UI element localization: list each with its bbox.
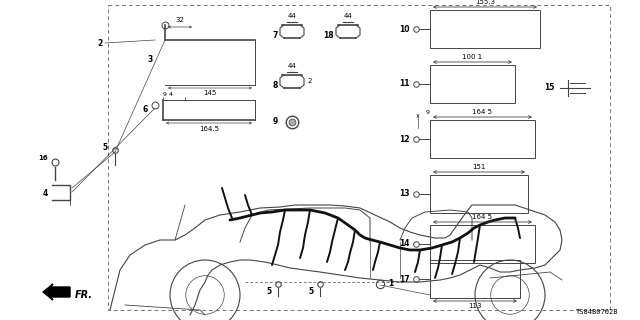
- Text: 1: 1: [388, 279, 393, 289]
- Bar: [430, 260, 520, 298]
- Text: 151: 151: [472, 164, 486, 170]
- Text: 164.5: 164.5: [199, 126, 219, 132]
- Text: 113: 113: [468, 303, 482, 309]
- Text: 44: 44: [287, 13, 296, 19]
- Text: 44: 44: [287, 63, 296, 69]
- Text: 9: 9: [273, 117, 278, 126]
- Text: 8: 8: [273, 81, 278, 90]
- Text: 5: 5: [103, 143, 108, 153]
- Bar: [430, 65, 515, 103]
- Text: 13: 13: [399, 189, 410, 198]
- Text: 11: 11: [399, 79, 410, 89]
- Text: 5: 5: [309, 287, 314, 297]
- Text: 32: 32: [175, 17, 184, 23]
- Bar: [430, 120, 535, 158]
- Text: 4: 4: [43, 188, 48, 197]
- Text: 17: 17: [399, 275, 410, 284]
- Text: 164 5: 164 5: [472, 109, 493, 115]
- Text: 2: 2: [308, 78, 312, 84]
- Bar: [430, 10, 540, 48]
- Text: 18: 18: [323, 30, 334, 39]
- Text: 145: 145: [204, 90, 216, 96]
- Text: 2: 2: [98, 38, 103, 47]
- Bar: [430, 175, 528, 213]
- Text: 12: 12: [399, 134, 410, 143]
- Text: 15: 15: [545, 84, 555, 92]
- Text: 9 4: 9 4: [163, 92, 173, 97]
- Text: 9: 9: [426, 110, 430, 115]
- Text: FR.: FR.: [75, 290, 93, 300]
- Text: 155.3: 155.3: [475, 0, 495, 5]
- Text: 16: 16: [38, 155, 48, 161]
- Text: TS84B0702B: TS84B0702B: [575, 309, 618, 315]
- Text: 164 5: 164 5: [472, 214, 493, 220]
- Polygon shape: [43, 284, 70, 300]
- Text: 7: 7: [273, 30, 278, 39]
- Text: 14: 14: [399, 239, 410, 249]
- Bar: [108, 5, 610, 310]
- Text: 44: 44: [344, 13, 353, 19]
- Text: 10: 10: [399, 25, 410, 34]
- Text: 100 1: 100 1: [462, 54, 483, 60]
- Text: 5: 5: [267, 287, 272, 297]
- Text: 6: 6: [143, 106, 148, 115]
- Text: 3: 3: [148, 55, 153, 65]
- Bar: [430, 225, 535, 263]
